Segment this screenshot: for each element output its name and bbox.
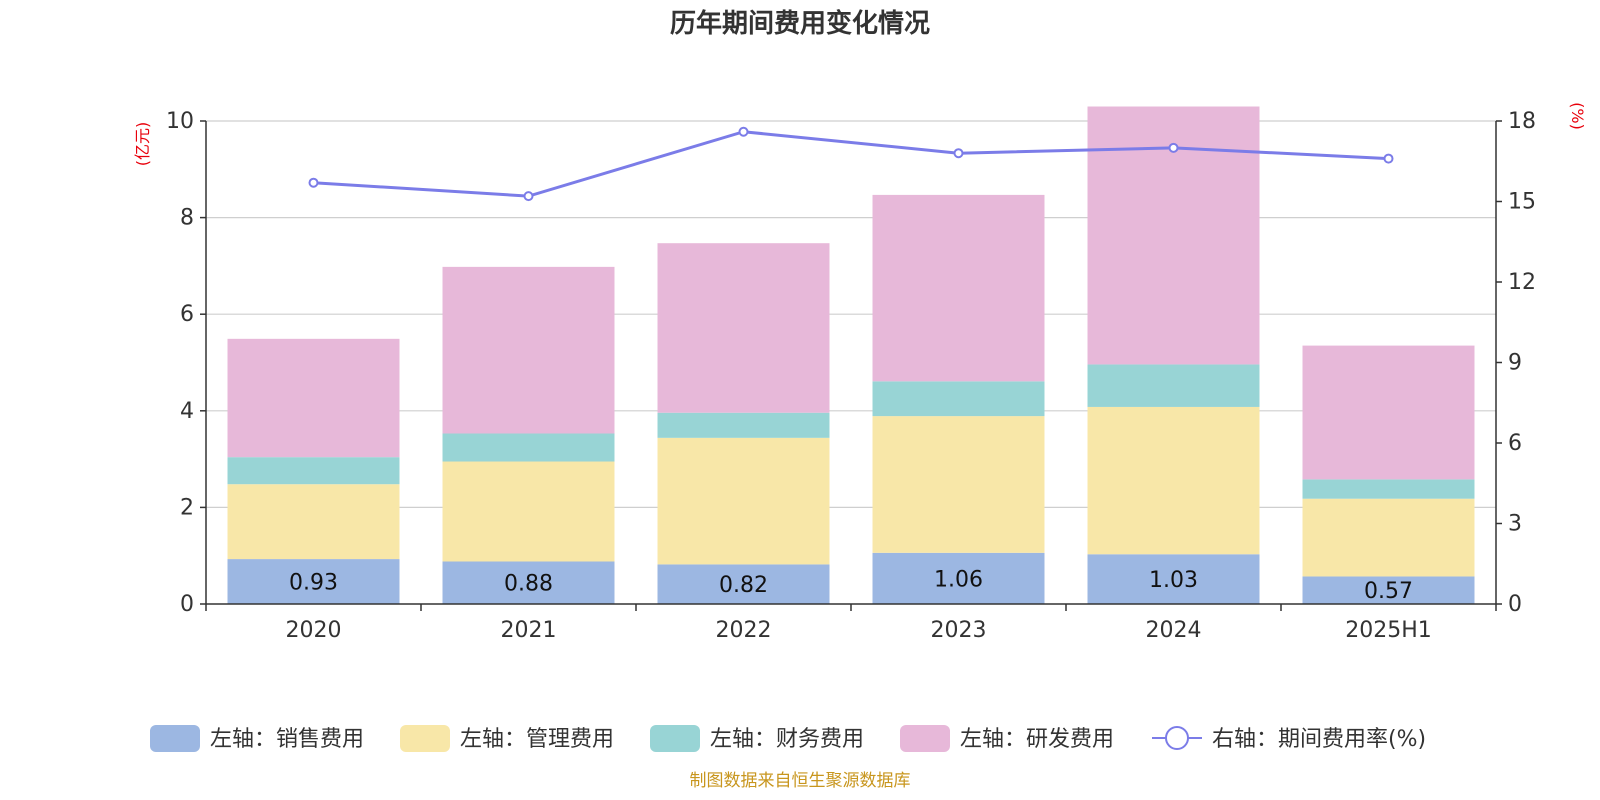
rate-point xyxy=(523,191,534,202)
data-label: 0.57 xyxy=(1364,579,1413,604)
data-label: 1.06 xyxy=(934,567,983,592)
legend-swatch xyxy=(150,725,200,752)
grid xyxy=(206,120,1496,508)
rate-point xyxy=(953,148,964,159)
bar-segment xyxy=(657,412,830,438)
bar-segment xyxy=(872,194,1045,382)
chart-title: 历年期间费用变化情况 xyxy=(670,8,930,39)
y-left-tick-label: 4 xyxy=(180,399,194,424)
bar-segment xyxy=(872,381,1045,417)
rate-point xyxy=(1168,142,1179,153)
y-right-tick-label: 15 xyxy=(1508,190,1536,215)
y-right-tick-label: 6 xyxy=(1508,431,1522,456)
source-note: 制图数据来自恒生聚源数据库 xyxy=(690,771,911,791)
y-left-tick-label: 0 xyxy=(180,592,194,617)
data-label: 0.82 xyxy=(719,573,768,598)
bar-segment xyxy=(657,437,830,565)
legend: 左轴：销售费用 左轴：管理费用 左轴：财务费用 左轴：研发费用 右轴：期间费用率(%) xyxy=(150,725,1426,752)
rate-line xyxy=(308,126,1394,202)
legend-swatch xyxy=(650,725,700,752)
y-right-tick-label: 18 xyxy=(1508,109,1536,134)
legend-label: 右轴：期间费用率(%) xyxy=(1212,727,1426,752)
bar-segment xyxy=(1302,498,1475,577)
data-labels: 0.93 0.88 0.82 1.06 1.03 0.57 xyxy=(289,567,1413,604)
bar-segment xyxy=(1087,364,1260,407)
x-tick-label: 2023 xyxy=(931,618,987,643)
bar-segment xyxy=(227,338,400,458)
rate-point xyxy=(738,126,749,137)
bar-segment xyxy=(442,266,615,434)
axes: 0 2 4 6 8 10 0 3 6 9 12 15 18 2020 2021 2022 2023 2024 202… xyxy=(166,109,1536,643)
bar-segment xyxy=(442,433,615,462)
y-left-tick-label: 8 xyxy=(180,206,194,231)
y-right-tick-label: 0 xyxy=(1508,592,1522,617)
data-label: 0.88 xyxy=(504,572,553,597)
y-left-tick-label: 2 xyxy=(180,495,194,520)
x-tick-label: 2020 xyxy=(286,618,342,643)
bar-segment xyxy=(442,461,615,562)
y-right-unit-label: (%) xyxy=(1568,102,1587,130)
bar-segment xyxy=(1087,554,1260,604)
legend-marker xyxy=(1165,726,1189,750)
x-tick-label: 2024 xyxy=(1146,618,1202,643)
bar-segment xyxy=(442,561,615,604)
y-right-tick-label: 12 xyxy=(1508,270,1536,295)
x-tick-label: 2021 xyxy=(501,618,557,643)
bar-segment xyxy=(227,457,400,485)
rate-point xyxy=(1383,153,1394,164)
y-right-tick-label: 3 xyxy=(1508,512,1522,537)
bar-segment xyxy=(227,484,400,560)
legend-swatch xyxy=(400,725,450,752)
y-left-unit-label: (亿元) xyxy=(133,122,152,167)
bar-segment xyxy=(227,559,400,604)
bar-segment xyxy=(1087,406,1260,555)
data-label: 1.03 xyxy=(1149,568,1198,593)
bar-segment xyxy=(1302,345,1475,480)
legend-label: 左轴：研发费用 xyxy=(960,727,1114,752)
rate-point xyxy=(308,177,319,188)
bar-segment xyxy=(657,243,830,413)
bar-segment xyxy=(1302,576,1475,604)
y-right-tick-label: 9 xyxy=(1508,351,1522,376)
x-tick-label: 2025H1 xyxy=(1345,618,1432,643)
y-left-tick-label: 6 xyxy=(180,302,194,327)
legend-label: 左轴：销售费用 xyxy=(210,727,364,752)
data-label: 0.93 xyxy=(289,571,338,596)
bars xyxy=(227,106,1475,604)
bar-segment xyxy=(872,416,1045,553)
legend-label: 左轴：管理费用 xyxy=(460,727,614,752)
x-tick-label: 2022 xyxy=(716,618,772,643)
bar-segment xyxy=(657,564,830,604)
legend-swatch xyxy=(900,725,950,752)
rate-line-path xyxy=(313,130,1389,198)
bar-segment xyxy=(872,552,1045,604)
legend-label: 左轴：财务费用 xyxy=(710,727,864,752)
y-left-tick-label: 10 xyxy=(166,109,194,134)
bar-segment xyxy=(1302,479,1475,499)
